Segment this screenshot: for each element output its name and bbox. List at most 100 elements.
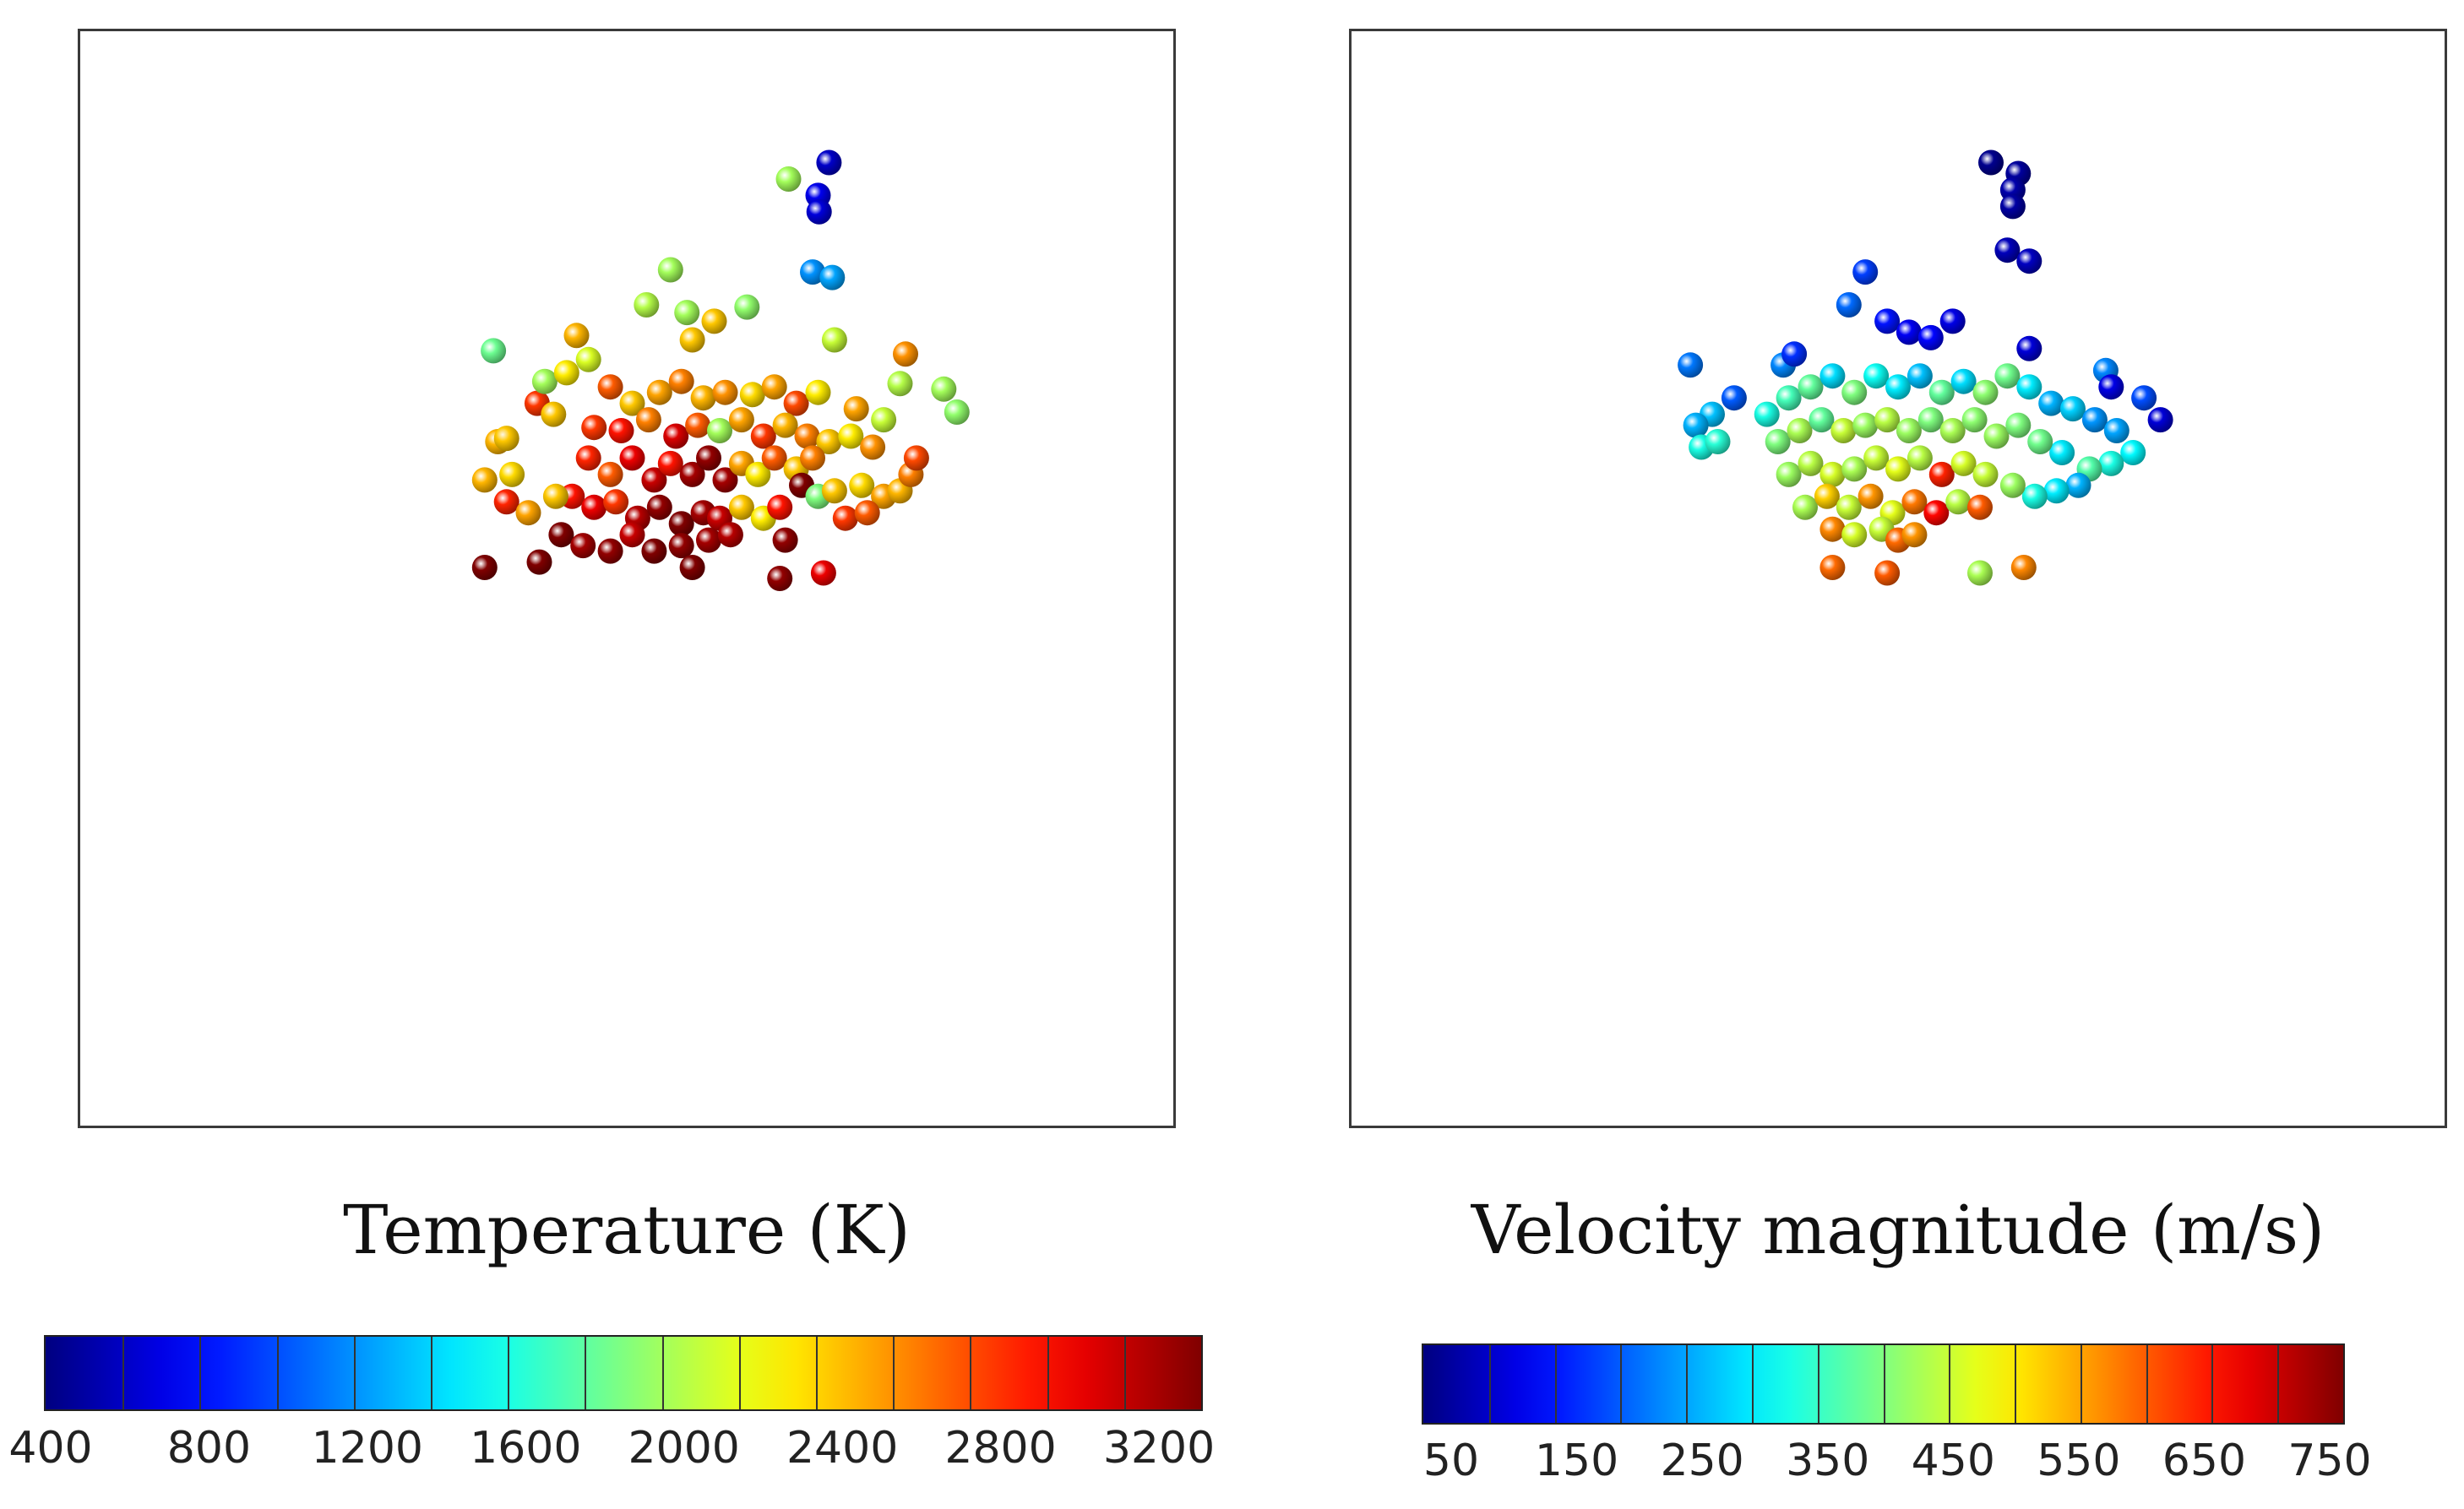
velocity-scatter — [1678, 149, 2173, 586]
colorbar-tick-label: 2400 — [786, 1423, 899, 1474]
particle-point — [860, 434, 886, 460]
colorbar-tick-label: 1200 — [311, 1423, 424, 1474]
temperature-colorbar — [44, 1335, 1203, 1411]
particle-point — [832, 505, 858, 531]
particle-point — [728, 494, 754, 520]
temperature-plot-panel — [78, 29, 1176, 1128]
particle-point — [679, 555, 705, 580]
velocity-caption: Velocity magnitude (m/s) — [1471, 1191, 2325, 1269]
particle-point — [1863, 445, 1890, 471]
colorbar-divider — [1817, 1345, 1819, 1423]
particle-point — [526, 549, 552, 575]
particle-point — [761, 374, 787, 400]
particle-point — [1972, 461, 1999, 487]
colorbar-tick-label: 650 — [2162, 1436, 2247, 1486]
particle-point — [2147, 407, 2173, 433]
particle-point — [944, 399, 970, 425]
particle-point — [1983, 423, 2010, 449]
particle-point — [2081, 407, 2108, 433]
particle-point — [471, 467, 498, 493]
particle-point — [1836, 292, 1862, 318]
colorbar-divider — [508, 1337, 510, 1409]
colorbar-tick-label: 2000 — [628, 1423, 740, 1474]
particle-point — [635, 407, 661, 433]
colorbar-tick-label: 1600 — [470, 1423, 582, 1474]
particle-point — [1972, 379, 1999, 405]
particle-point — [1776, 385, 1802, 411]
particle-point — [745, 461, 771, 487]
particle-point — [931, 376, 957, 402]
particle-point — [849, 472, 875, 498]
particle-point — [608, 418, 634, 443]
particle-point — [1967, 494, 1993, 520]
particle-point — [646, 379, 672, 405]
particle-point — [712, 467, 738, 493]
velocity-colorbar — [1422, 1343, 2345, 1425]
colorbar-tick-label: 2800 — [944, 1423, 1057, 1474]
particle-point — [597, 374, 623, 400]
colorbar-divider — [1620, 1345, 1623, 1423]
particle-point — [1901, 489, 1928, 515]
particle-point — [1798, 450, 1824, 476]
particle-point — [805, 379, 831, 405]
colorbar-divider — [1883, 1345, 1885, 1423]
particle-point — [1928, 461, 1955, 487]
particle-point — [1781, 341, 1808, 367]
particle-point — [1945, 489, 1972, 515]
particle-point — [838, 423, 864, 449]
particle-point — [800, 259, 825, 285]
particle-point — [663, 423, 689, 449]
particle-point — [2005, 412, 2032, 438]
particle-point — [794, 423, 820, 449]
particle-point — [1978, 149, 2004, 176]
particle-point — [1852, 412, 1879, 438]
colorbar-divider — [738, 1337, 741, 1409]
particle-point — [1814, 483, 1840, 509]
particle-point — [1721, 385, 1747, 411]
particle-point — [1787, 418, 1813, 443]
particle-point — [1896, 418, 1922, 443]
particle-point — [734, 294, 760, 320]
particle-point — [2049, 440, 2075, 465]
particle-point — [657, 450, 683, 476]
particle-point — [668, 368, 694, 394]
particle-point — [2098, 374, 2124, 400]
particle-point — [563, 323, 590, 349]
particle-point — [1961, 407, 1988, 433]
particle-point — [2016, 374, 2042, 400]
particle-point — [481, 338, 507, 364]
particle-point — [1874, 560, 1901, 586]
particle-point — [821, 327, 847, 353]
colorbar-divider — [1123, 1337, 1126, 1409]
particle-point — [701, 308, 727, 334]
velocity-plot-panel — [1349, 29, 2447, 1128]
particle-point — [603, 489, 629, 515]
particle-point — [1923, 500, 1950, 526]
particle-point — [1994, 237, 2021, 263]
particle-point — [553, 360, 579, 386]
particle-point — [542, 483, 568, 509]
particle-point — [499, 461, 525, 487]
particle-point — [806, 198, 832, 225]
temperature-caption: Temperature (K) — [343, 1191, 911, 1269]
colorbar-divider — [353, 1337, 356, 1409]
particle-point — [1819, 555, 1846, 580]
particle-point — [2038, 390, 2064, 416]
particle-point — [1999, 193, 2026, 220]
particle-point — [783, 390, 809, 416]
particle-point — [728, 407, 754, 433]
particle-point — [1939, 418, 1966, 443]
temperature-scatter — [471, 149, 970, 591]
particle-point — [1792, 494, 1818, 520]
particle-point — [821, 478, 847, 504]
particle-point — [570, 533, 596, 559]
particle-point — [581, 415, 607, 441]
particle-point — [1917, 407, 1944, 433]
particle-point — [707, 418, 732, 443]
colorbar-divider — [431, 1337, 432, 1409]
particle-point — [887, 371, 913, 397]
particle-point — [1906, 363, 1933, 389]
colorbar-tick-label: 800 — [166, 1423, 252, 1474]
particle-point — [2060, 396, 2086, 422]
particle-point — [816, 429, 842, 454]
